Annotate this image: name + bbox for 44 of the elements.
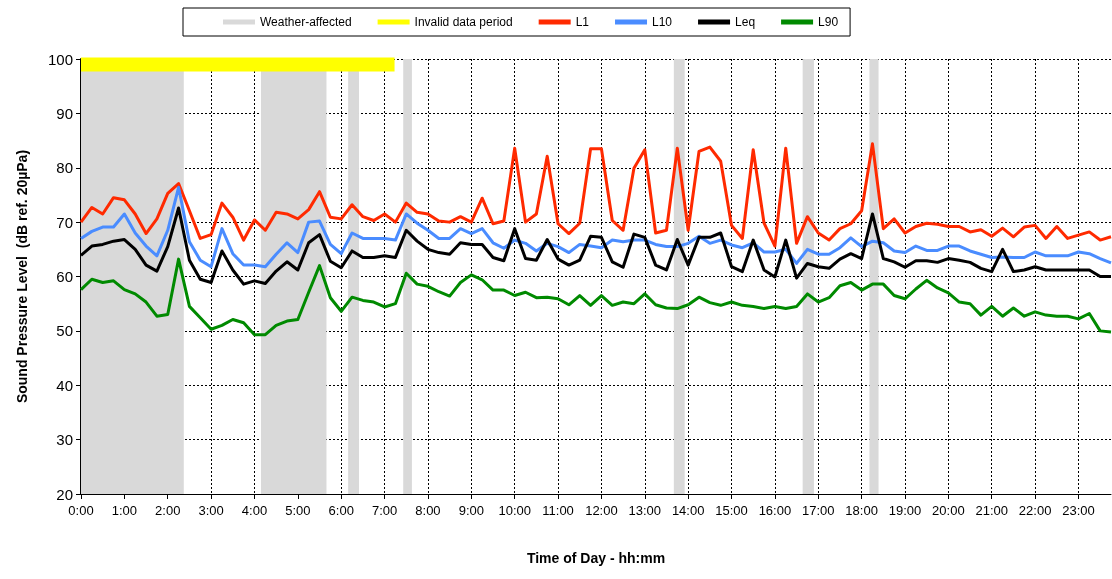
x-tick-label: 5:00 [285,503,311,518]
x-tick-label: 21:00 [975,503,1009,518]
x-tick-label: 13:00 [628,503,662,518]
x-tick-label: 11:00 [542,503,574,518]
line-series [79,185,1112,269]
line-series [79,142,1112,248]
x-tick-label: 19:00 [888,503,922,518]
line-series [79,257,1112,337]
x-tick-label: 18:00 [845,503,878,518]
y-tick-label: 50 [56,322,73,340]
legend-label: L10 [652,15,673,29]
x-tick-label: 17:00 [801,503,835,518]
legend-label: Weather-affected [260,15,352,29]
x-tick-label: 22:00 [1018,503,1052,518]
x-tick-label: 20:00 [932,503,965,518]
y-tick-label: 30 [56,431,73,449]
x-tick-label: 0:00 [68,503,94,518]
y-tick-label: 40 [56,376,73,394]
y-tick-label: 70 [56,213,73,231]
legend-label: L1 [575,15,590,29]
y-tick-label: 100 [47,50,73,68]
x-tick-label: 14:00 [671,503,705,518]
y-tick-label: 20 [56,485,73,503]
x-tick-label: 16:00 [758,503,792,518]
legend-label: Leq [735,15,756,29]
x-tick-label: 8:00 [415,503,441,518]
x-tick-label: 23:00 [1062,503,1095,518]
y-tick-label: 80 [56,159,73,177]
y-tick-label: 60 [56,268,73,285]
legend-label: Invalid data period [414,15,513,29]
x-tick-label: 10:00 [498,503,531,518]
x-tick-label: 2:00 [155,503,181,518]
x-tick-label: 4:00 [241,503,268,518]
y-tick-label: 90 [56,104,73,122]
x-tick-label: 9:00 [458,503,484,518]
legend-label: L90 [818,15,839,29]
x-tick-label: 15:00 [715,503,748,518]
y-axis-title: Sound Pressure Level (dB ref. 20µPa) [14,149,30,404]
x-axis-title: Time of Day - hh:mm [526,550,666,566]
x-tick-label: 7:00 [371,503,398,518]
x-tick-label: 12:00 [585,503,618,518]
x-tick-label: 1:00 [111,503,138,518]
x-tick-label: 6:00 [328,503,354,518]
x-tick-label: 3:00 [198,503,224,518]
